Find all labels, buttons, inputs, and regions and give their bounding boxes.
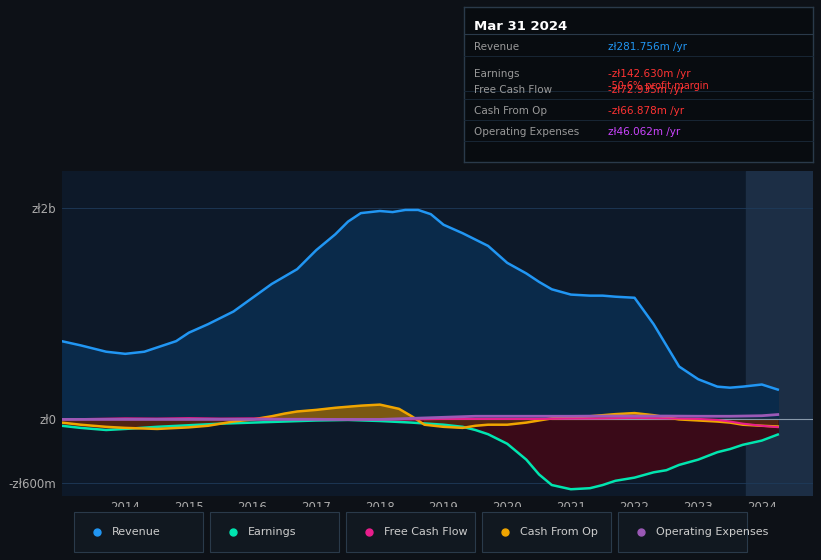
Text: Cash From Op: Cash From Op bbox=[474, 106, 547, 116]
Text: -zł66.878m /yr: -zł66.878m /yr bbox=[608, 106, 684, 116]
Text: -zł142.630m /yr: -zł142.630m /yr bbox=[608, 69, 690, 79]
Text: Operating Expenses: Operating Expenses bbox=[474, 127, 579, 137]
Text: zł281.756m /yr: zł281.756m /yr bbox=[608, 42, 686, 52]
Text: Free Cash Flow: Free Cash Flow bbox=[384, 527, 468, 537]
Text: Revenue: Revenue bbox=[474, 42, 519, 52]
Text: -50.6% profit margin: -50.6% profit margin bbox=[608, 81, 709, 91]
Bar bbox=[746, 171, 813, 496]
Text: -zł72.935m /yr: -zł72.935m /yr bbox=[608, 85, 684, 95]
Text: Cash From Op: Cash From Op bbox=[520, 527, 598, 537]
Text: zł46.062m /yr: zł46.062m /yr bbox=[608, 127, 680, 137]
Text: Earnings: Earnings bbox=[248, 527, 296, 537]
Text: Earnings: Earnings bbox=[474, 69, 519, 79]
Text: Revenue: Revenue bbox=[112, 527, 161, 537]
Text: Mar 31 2024: Mar 31 2024 bbox=[474, 20, 567, 33]
Text: Operating Expenses: Operating Expenses bbox=[656, 527, 768, 537]
Text: Free Cash Flow: Free Cash Flow bbox=[474, 85, 552, 95]
